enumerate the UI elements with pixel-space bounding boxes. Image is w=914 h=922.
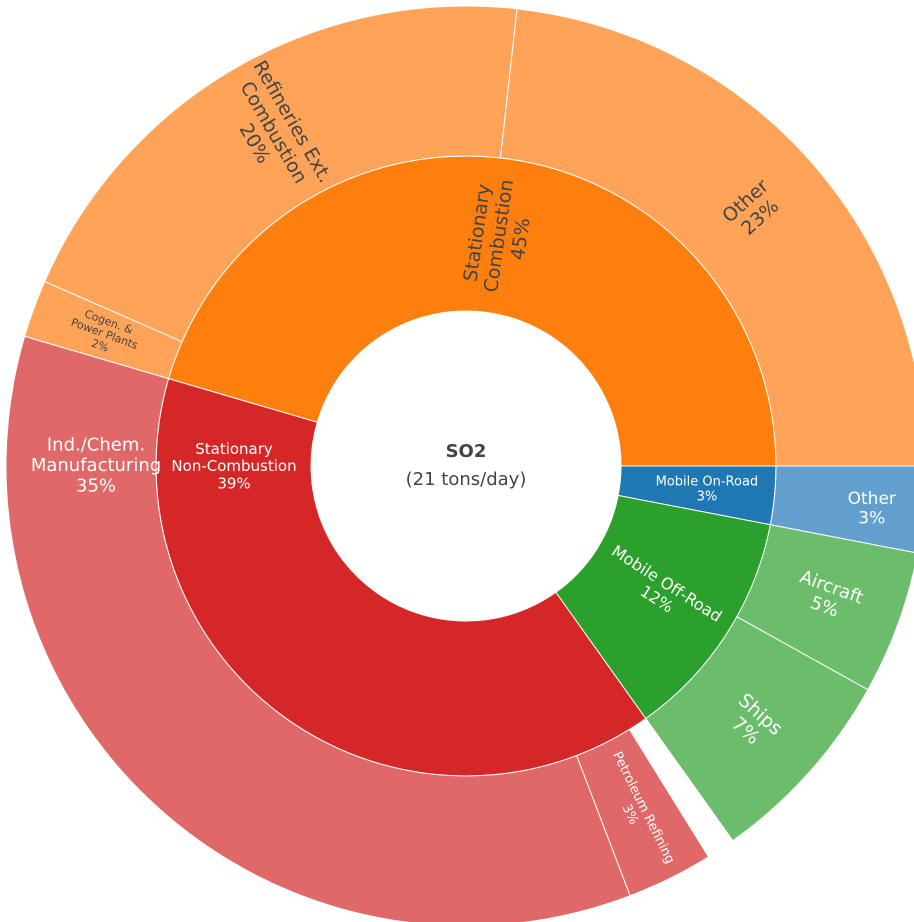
label-line: 2% bbox=[90, 337, 111, 355]
label-line: 3% bbox=[697, 489, 718, 504]
label-line: Other bbox=[848, 489, 896, 509]
slice-label: Ind./Chem. Manufacturing 35% bbox=[31, 434, 161, 496]
label-line: Stationary bbox=[195, 439, 273, 457]
label-line: Ind./Chem. bbox=[47, 434, 145, 455]
outer-slice bbox=[5, 335, 631, 922]
slice-label: Stationary Non-Combustion 39% bbox=[171, 439, 296, 492]
outer-slice bbox=[736, 524, 914, 691]
slice-label: Other 3% bbox=[848, 489, 896, 529]
center-title: SO2 bbox=[446, 441, 487, 462]
outer-slice bbox=[499, 8, 914, 467]
label-line: 39% bbox=[217, 474, 250, 492]
outer-slice bbox=[575, 728, 710, 897]
wedges bbox=[5, 5, 914, 922]
outer-slice bbox=[43, 5, 518, 343]
outer-slice bbox=[769, 465, 914, 553]
slice-label: Mobile On-Road 3% bbox=[656, 474, 759, 504]
label-line: 35% bbox=[76, 476, 116, 497]
label-line: Manufacturing bbox=[31, 455, 161, 476]
center-subtitle: (21 tons/day) bbox=[406, 469, 527, 490]
label-line: Mobile On-Road bbox=[656, 474, 759, 489]
slice-label: StationaryCombustion45% bbox=[458, 175, 539, 297]
label-line: 3% bbox=[858, 508, 885, 528]
label-line: Non-Combustion bbox=[171, 457, 296, 475]
